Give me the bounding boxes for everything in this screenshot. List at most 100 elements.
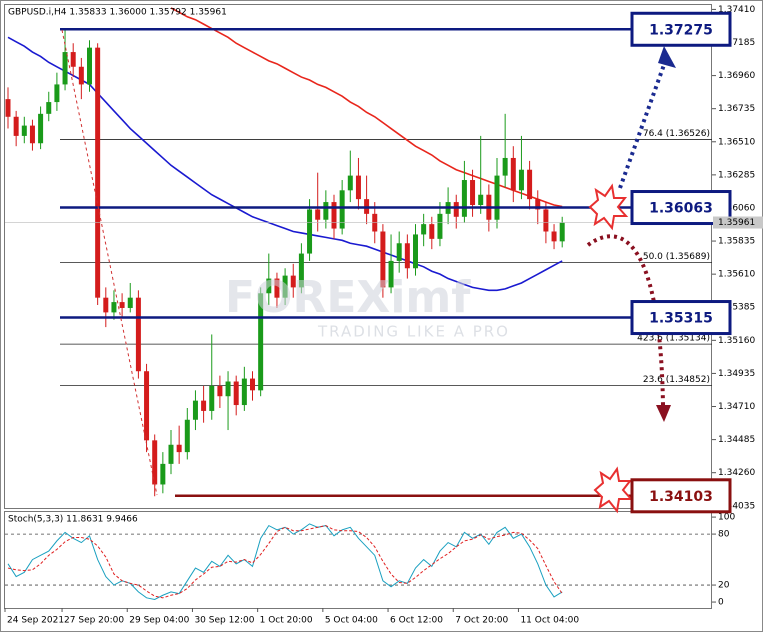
candle-body (46, 102, 52, 114)
candle-body (266, 278, 272, 294)
x-tick-label: 5 Oct 04:00 (325, 616, 378, 626)
candle-body (54, 84, 60, 103)
y-tick-label: 1.37410 (718, 5, 755, 15)
current-price-label: 1.35961 (718, 218, 755, 228)
x-tick-label: 24 Sep 2021 (7, 616, 64, 626)
candle-body (233, 381, 239, 406)
y-tick-label: 1.36960 (718, 71, 755, 81)
y-tick-label: 1.36285 (718, 170, 755, 180)
y-tick-label: 1.36060 (718, 203, 755, 213)
arrow-up-head (658, 46, 676, 68)
burst (588, 183, 629, 231)
candle-body (38, 113, 44, 144)
candle-body (527, 169, 533, 200)
plot-layer: 1.37410 1.37185 1.36960 1.36735 1.36510 1.362… (4, 5, 755, 626)
candle-body (315, 209, 321, 220)
candle-body (339, 190, 345, 229)
candle-body (518, 169, 524, 191)
candle-body (494, 175, 500, 220)
moving-average (7, 36, 563, 292)
candle-body (135, 297, 141, 372)
y-tick-label: 1.34935 (718, 369, 755, 379)
candle-body (103, 297, 109, 313)
candle-body (470, 180, 476, 206)
candle-body (127, 297, 133, 308)
candle-body (347, 175, 353, 191)
y-tick-label: 1.35610 (718, 270, 755, 280)
candle-body (21, 125, 27, 136)
candle-body (225, 381, 231, 397)
y-tick-label: 1.34035 (718, 501, 755, 511)
candle-body (298, 253, 304, 288)
level-box-frame (630, 190, 732, 226)
fib-label: 76.4 (1.36526) (643, 129, 710, 139)
level-box-label: 1.35315 (649, 311, 713, 327)
x-tick-label: 30 Sep 12:00 (194, 616, 254, 626)
candle-body (192, 400, 198, 420)
stoch-panel (4, 511, 712, 609)
candle-body (355, 175, 361, 200)
fib-label: 50.0 (1.35689) (643, 252, 710, 262)
y-tick-label: 1.35160 (718, 336, 755, 346)
watermark-tagline: TRADING LIKE A PRO (317, 323, 510, 341)
candle-body (160, 463, 166, 485)
x-tick-label: 11 Oct 04:00 (520, 616, 579, 626)
candle-body (551, 231, 557, 242)
level-box: 1.37275 (630, 11, 732, 47)
level-box-frame (630, 478, 732, 514)
level-box-label: 1.37275 (649, 22, 713, 38)
candle-body (144, 371, 150, 441)
arrow-down-head (656, 405, 671, 422)
current-price-tag (713, 216, 763, 229)
candle-body (274, 278, 280, 298)
candle-body (168, 444, 174, 464)
candle-body (201, 400, 207, 411)
candle-body (13, 116, 19, 136)
chart-title: GBPUSD.i,H4 1.35833 1.36000 1.35792 1.35… (8, 8, 227, 18)
candle-body (78, 66, 84, 85)
y-tick-label: 1.34710 (718, 402, 755, 412)
candle-body (152, 440, 158, 485)
watermark: FOREXimf (225, 272, 471, 323)
x-tick-label: 27 Sep 20:00 (64, 616, 124, 626)
candle-body (323, 202, 329, 220)
stoch-title: Stoch(5,3,3) 11.8631 9.9466 (8, 515, 138, 525)
candle-body (461, 180, 467, 217)
fib-label: 423.6 (1.35134) (637, 334, 710, 344)
stoch-line (7, 523, 563, 601)
x-tick-label: 1 Oct 20:00 (260, 616, 313, 626)
candle-body (250, 378, 255, 391)
candle-body (70, 52, 76, 67)
candle-body (111, 302, 117, 313)
fib-label: 23.6 (1.34852) (643, 375, 710, 385)
level-box-label: 1.36063 (649, 201, 713, 217)
level-box-frame (630, 11, 732, 47)
y-tick-label: 1.36735 (718, 104, 755, 114)
arrow-up (618, 61, 667, 189)
x-tick-label: 7 Oct 20:00 (455, 616, 508, 626)
x-tick-label: 29 Sep 04:00 (129, 616, 189, 626)
candle-body (380, 231, 386, 288)
candle-body (437, 213, 443, 239)
candle-body (62, 52, 68, 85)
candle-body (290, 275, 296, 288)
candle-body (282, 275, 288, 298)
candle-body (421, 224, 427, 235)
level-box: 1.34103 (630, 478, 732, 514)
candle-body (217, 385, 223, 397)
candle-body (535, 199, 541, 210)
candle-body (29, 125, 35, 144)
y-tick-label: 20 (718, 581, 730, 591)
candle-body (95, 47, 101, 298)
y-tick-label: 100 (718, 513, 735, 523)
candle-body (119, 302, 125, 308)
zigzag (61, 29, 158, 496)
candle-body (559, 222, 565, 242)
candle-body (209, 385, 215, 411)
y-tick-label: 1.37185 (718, 38, 755, 48)
candle-body (510, 157, 516, 191)
candle-body (543, 209, 549, 232)
candle-body (478, 194, 484, 206)
main-panel (4, 4, 712, 509)
